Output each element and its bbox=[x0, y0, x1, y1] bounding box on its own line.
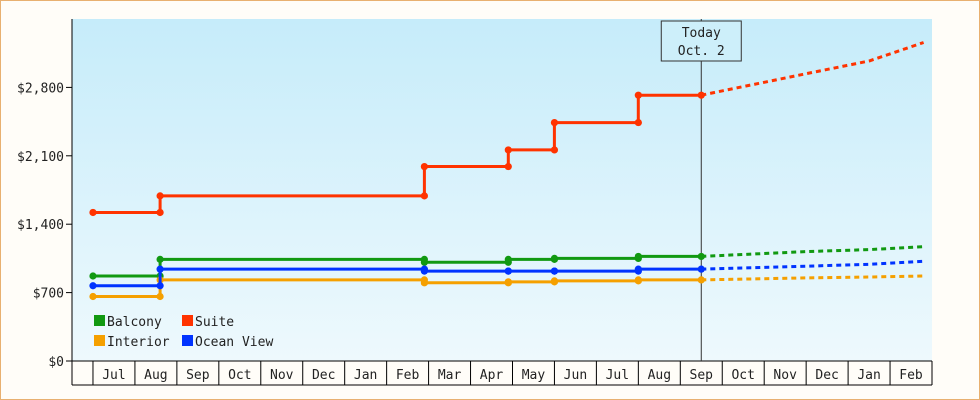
series-forecast-balcony bbox=[701, 245, 924, 258]
legend-swatch-ocean-view bbox=[182, 335, 193, 346]
data-point-ocean-view bbox=[420, 267, 428, 275]
x-tick-label: Jul bbox=[102, 368, 125, 383]
y-axis: $0 $700 $1,400 $2,100 $2,800 bbox=[17, 19, 73, 370]
data-point-interior bbox=[550, 277, 559, 285]
x-tick-label: Jan bbox=[354, 368, 377, 383]
today-date-label: Oct. 2 bbox=[678, 44, 725, 59]
x-tick-label: Aug bbox=[648, 368, 671, 383]
x-tick-label: Oct bbox=[731, 368, 754, 383]
plot-background bbox=[72, 19, 932, 361]
x-tick-label: Dec bbox=[312, 368, 335, 383]
data-point-ocean-view bbox=[89, 282, 97, 290]
legend-label-interior: Interior bbox=[107, 335, 170, 350]
data-point-suite bbox=[156, 192, 164, 200]
data-point-suite bbox=[504, 162, 512, 171]
x-tick-label: Dec bbox=[815, 368, 838, 383]
data-point-interior bbox=[634, 276, 642, 284]
data-point-interior bbox=[504, 278, 512, 286]
data-point-suite bbox=[420, 192, 428, 200]
series-lines bbox=[89, 41, 925, 301]
legend-swatch-suite bbox=[182, 315, 193, 326]
data-point-balcony bbox=[156, 255, 164, 263]
data-point-suite bbox=[156, 208, 164, 217]
x-tick-label: Jan bbox=[857, 368, 880, 383]
series-forecast-ocean-view bbox=[701, 259, 924, 271]
y-tick-label: $2,100 bbox=[17, 150, 64, 165]
x-tick-label: Mar bbox=[438, 368, 462, 383]
legend-label-ocean-view: Ocean View bbox=[195, 335, 273, 350]
data-point-suite bbox=[634, 118, 642, 127]
data-point-interior bbox=[156, 292, 164, 301]
today-label: Today bbox=[682, 26, 721, 41]
data-point-balcony bbox=[420, 258, 428, 266]
series-balcony bbox=[89, 245, 924, 280]
legend-label-suite: Suite bbox=[195, 315, 234, 330]
series-suite bbox=[89, 41, 925, 217]
data-point-balcony bbox=[550, 254, 559, 262]
x-tick-label: Aug bbox=[144, 368, 167, 383]
legend-swatch-interior bbox=[94, 335, 105, 346]
y-tick-label: $0 bbox=[48, 355, 64, 370]
series-ocean-view bbox=[89, 259, 924, 290]
legend-label-balcony: Balcony bbox=[107, 315, 162, 330]
data-point-ocean-view bbox=[156, 265, 164, 273]
series-forecast-suite bbox=[700, 41, 925, 97]
data-point-interior bbox=[89, 292, 97, 301]
x-tick-label: Feb bbox=[899, 368, 923, 383]
today-box bbox=[660, 20, 742, 62]
x-tick-label: Nov bbox=[773, 368, 797, 383]
x-tick-label: Oct bbox=[228, 368, 251, 383]
today-marker: Today Oct. 2 bbox=[660, 19, 742, 361]
data-point-balcony bbox=[697, 252, 705, 261]
data-point-balcony bbox=[634, 252, 642, 261]
data-point-suite bbox=[634, 91, 642, 99]
data-point-balcony bbox=[89, 272, 97, 280]
x-axis: Jul Aug Sep Oct Nov Dec Jan Feb Mar Apr May Jun Jul A… bbox=[71, 360, 933, 386]
legend-swatch-balcony bbox=[94, 315, 105, 326]
data-point-suite bbox=[697, 91, 705, 99]
data-point-ocean-view bbox=[550, 267, 559, 275]
data-point-interior bbox=[420, 279, 428, 287]
x-tick-label: Feb bbox=[396, 368, 420, 383]
series-forecast-interior bbox=[701, 274, 924, 282]
y-tick-label: $700 bbox=[33, 287, 64, 302]
x-tick-label: Sep bbox=[690, 368, 714, 383]
data-point-suite bbox=[550, 118, 559, 127]
data-point-ocean-view bbox=[156, 282, 164, 290]
data-point-ocean-view bbox=[697, 265, 705, 273]
data-point-interior bbox=[697, 276, 705, 284]
data-point-suite bbox=[89, 208, 97, 217]
x-tick-label: Sep bbox=[186, 368, 210, 383]
x-tick-label: Jul bbox=[606, 368, 629, 383]
data-point-suite bbox=[550, 146, 559, 154]
x-tick-label: Nov bbox=[270, 368, 294, 383]
x-tick-label: Jun bbox=[564, 368, 587, 383]
legend: Balcony Suite Interior Ocean View bbox=[94, 315, 273, 350]
data-point-suite bbox=[420, 162, 428, 171]
data-point-suite bbox=[504, 146, 512, 154]
data-point-ocean-view bbox=[634, 265, 642, 273]
x-tick-label: Apr bbox=[480, 368, 504, 383]
data-point-balcony bbox=[504, 255, 512, 263]
y-tick-label: $2,800 bbox=[17, 81, 64, 96]
x-tick-label: May bbox=[522, 368, 546, 383]
y-tick-label: $1,400 bbox=[17, 218, 64, 233]
data-point-ocean-view bbox=[504, 267, 512, 275]
